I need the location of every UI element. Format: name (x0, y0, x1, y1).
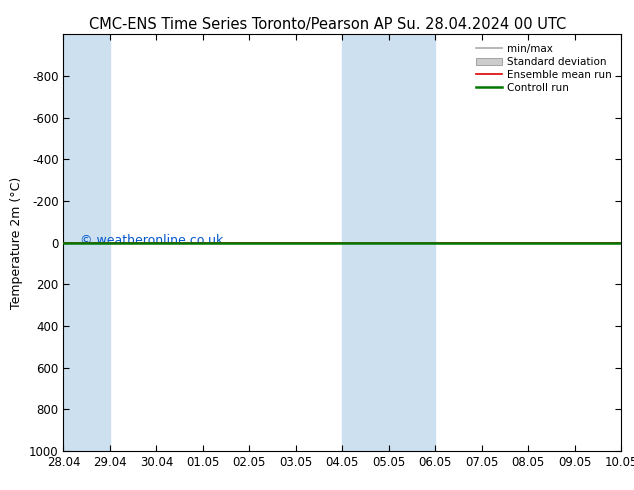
Text: CMC-ENS Time Series Toronto/Pearson AP: CMC-ENS Time Series Toronto/Pearson AP (89, 17, 392, 32)
Text: © weatheronline.co.uk: © weatheronline.co.uk (80, 234, 223, 247)
Legend: min/max, Standard deviation, Ensemble mean run, Controll run: min/max, Standard deviation, Ensemble me… (472, 40, 616, 97)
Bar (63, 34, 110, 451)
Text: Su. 28.04.2024 00 UTC: Su. 28.04.2024 00 UTC (398, 17, 566, 32)
Bar (342, 34, 389, 451)
Bar (389, 34, 436, 451)
Y-axis label: Temperature 2m (°C): Temperature 2m (°C) (10, 176, 23, 309)
